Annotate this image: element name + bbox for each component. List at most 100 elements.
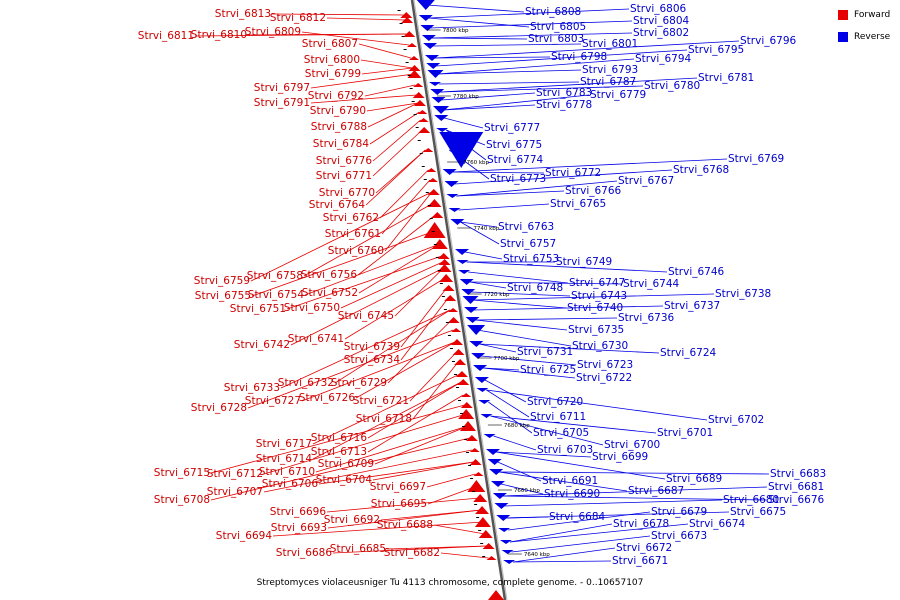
forward-label-connector (360, 59, 413, 69)
gene-marker (480, 543, 484, 544)
forward-label-connector (280, 309, 451, 389)
reverse-gene-label: Strvi_6747 (569, 277, 625, 289)
reverse-gene-feature (494, 503, 509, 509)
gene-marker (455, 387, 459, 388)
reverse-label-connector (452, 158, 728, 173)
chromosome-backbone (410, 0, 507, 600)
forward-label-connector (433, 524, 485, 535)
reverse-gene-label: Strvi_6725 (520, 364, 576, 376)
scale-tick-label: 7800 kbp (443, 28, 469, 34)
reverse-label-connector (486, 389, 708, 421)
reverse-gene-label: Strvi_6749 (556, 256, 612, 268)
reverse-label-connector (437, 69, 582, 75)
gene-marker (451, 361, 455, 362)
forward-gene-label: Strvi_6791 (254, 97, 310, 109)
reverse-gene-feature (498, 528, 511, 532)
forward-gene-label: Strvi_6756 (301, 269, 358, 281)
reverse-label-connector (499, 471, 770, 475)
reverse-gene-label: Strvi_6793 (582, 64, 638, 76)
reverse-gene-label: Strvi_6769 (728, 153, 784, 165)
forward-gene-label: Strvi_6792 (308, 90, 364, 102)
forward-label-connector (310, 94, 417, 104)
forward-gene-feature (418, 127, 431, 133)
forward-label-connector (303, 202, 434, 277)
reverse-gene-label: Strvi_6674 (689, 518, 746, 530)
forward-gene-feature (439, 274, 454, 282)
reverse-label-connector (496, 451, 592, 458)
reverse-gene-label: Strvi_6753 (503, 253, 559, 265)
forward-gene-feature (423, 222, 446, 238)
forward-gene-feature (407, 70, 422, 78)
forward-gene-feature (412, 92, 425, 98)
gene-marker (466, 452, 470, 453)
reverse-gene-label: Strvi_6736 (618, 312, 675, 324)
reverse-gene-label: Strvi_6748 (507, 282, 563, 294)
forward-label-connector (365, 149, 426, 206)
reverse-gene-feature (496, 515, 511, 521)
reverse-gene-label: Strvi_6774 (487, 154, 544, 166)
forward-gene-label: Strvi_6799 (305, 68, 361, 80)
forward-gene-feature (451, 328, 462, 332)
gene-features (397, 0, 516, 600)
reverse-gene-feature (478, 400, 491, 404)
reverse-gene-feature (429, 82, 442, 86)
reverse-label-connector (434, 40, 740, 59)
reverse-gene-label: Strvi_6805 (530, 21, 586, 33)
reverse-label-connector (481, 355, 577, 366)
reverse-label-connector (495, 451, 666, 480)
reverse-gene-feature (427, 70, 444, 78)
gene-marker (401, 36, 405, 37)
forward-label-connector (263, 449, 472, 493)
forward-label-connector (318, 461, 474, 485)
reverse-gene-feature (464, 307, 479, 313)
forward-gene-label: Strvi_6718 (356, 413, 412, 425)
reverse-gene-feature (444, 181, 459, 187)
forward-label-connector (315, 425, 469, 473)
forward-gene-feature (417, 110, 428, 114)
gene-marker (397, 10, 401, 11)
reverse-gene-label: Strvi_6738 (715, 288, 771, 300)
forward-gene-feature (408, 56, 419, 60)
forward-label-connector (272, 521, 483, 537)
forward-label-connector (251, 229, 438, 297)
forward-gene-label: Strvi_6742 (234, 339, 290, 351)
forward-gene-label: Strvi_6732 (278, 377, 334, 389)
reverse-label-connector (490, 415, 604, 446)
gene-marker (435, 257, 439, 258)
reverse-gene-feature (465, 317, 480, 323)
reverse-gene-label: Strvi_6680 (723, 494, 779, 506)
reverse-gene-label: Strvi_6687 (628, 485, 684, 497)
forward-label-connector (400, 297, 449, 361)
forward-gene-label: Strvi_6784 (313, 138, 370, 150)
reverse-label-connector (431, 37, 528, 40)
forward-gene-feature (486, 556, 497, 560)
forward-label-connector (369, 111, 420, 145)
reverse-gene-label: Strvi_6679 (651, 506, 707, 518)
scale-tick-label: 7780 kbp (453, 94, 479, 100)
gene-marker (476, 517, 480, 518)
reverse-gene-feature (416, 0, 435, 10)
reverse-label-connector (464, 251, 503, 260)
reverse-gene-feature (458, 270, 471, 274)
forward-gene-label: Strvi_6770 (319, 187, 375, 199)
gene-marker (445, 322, 449, 323)
forward-gene-label: Strvi_6734 (344, 354, 401, 366)
reverse-gene-label: Strvi_6740 (567, 302, 623, 314)
reverse-gene-label: Strvi_6720 (527, 396, 583, 408)
forward-label-connector (400, 287, 447, 348)
reverse-label-connector (428, 8, 630, 19)
reverse-gene-label: Strvi_6684 (549, 511, 606, 523)
gene-marker (433, 244, 437, 245)
reverse-gene-label: Strvi_6767 (618, 175, 674, 187)
reverse-gene-feature (442, 169, 457, 175)
reverse-gene-label: Strvi_6737 (664, 300, 720, 312)
gene-marker (478, 530, 482, 531)
legend-reverse: Reverse (838, 30, 890, 44)
forward-gene-label: Strvi_6790 (310, 105, 366, 117)
forward-gene-feature (413, 83, 424, 87)
reverse-gene-feature (486, 449, 501, 455)
gene-marker (458, 400, 461, 401)
reverse-gene-label: Strvi_6683 (770, 468, 826, 480)
reverse-gene-label: Strvi_6701 (657, 427, 713, 439)
